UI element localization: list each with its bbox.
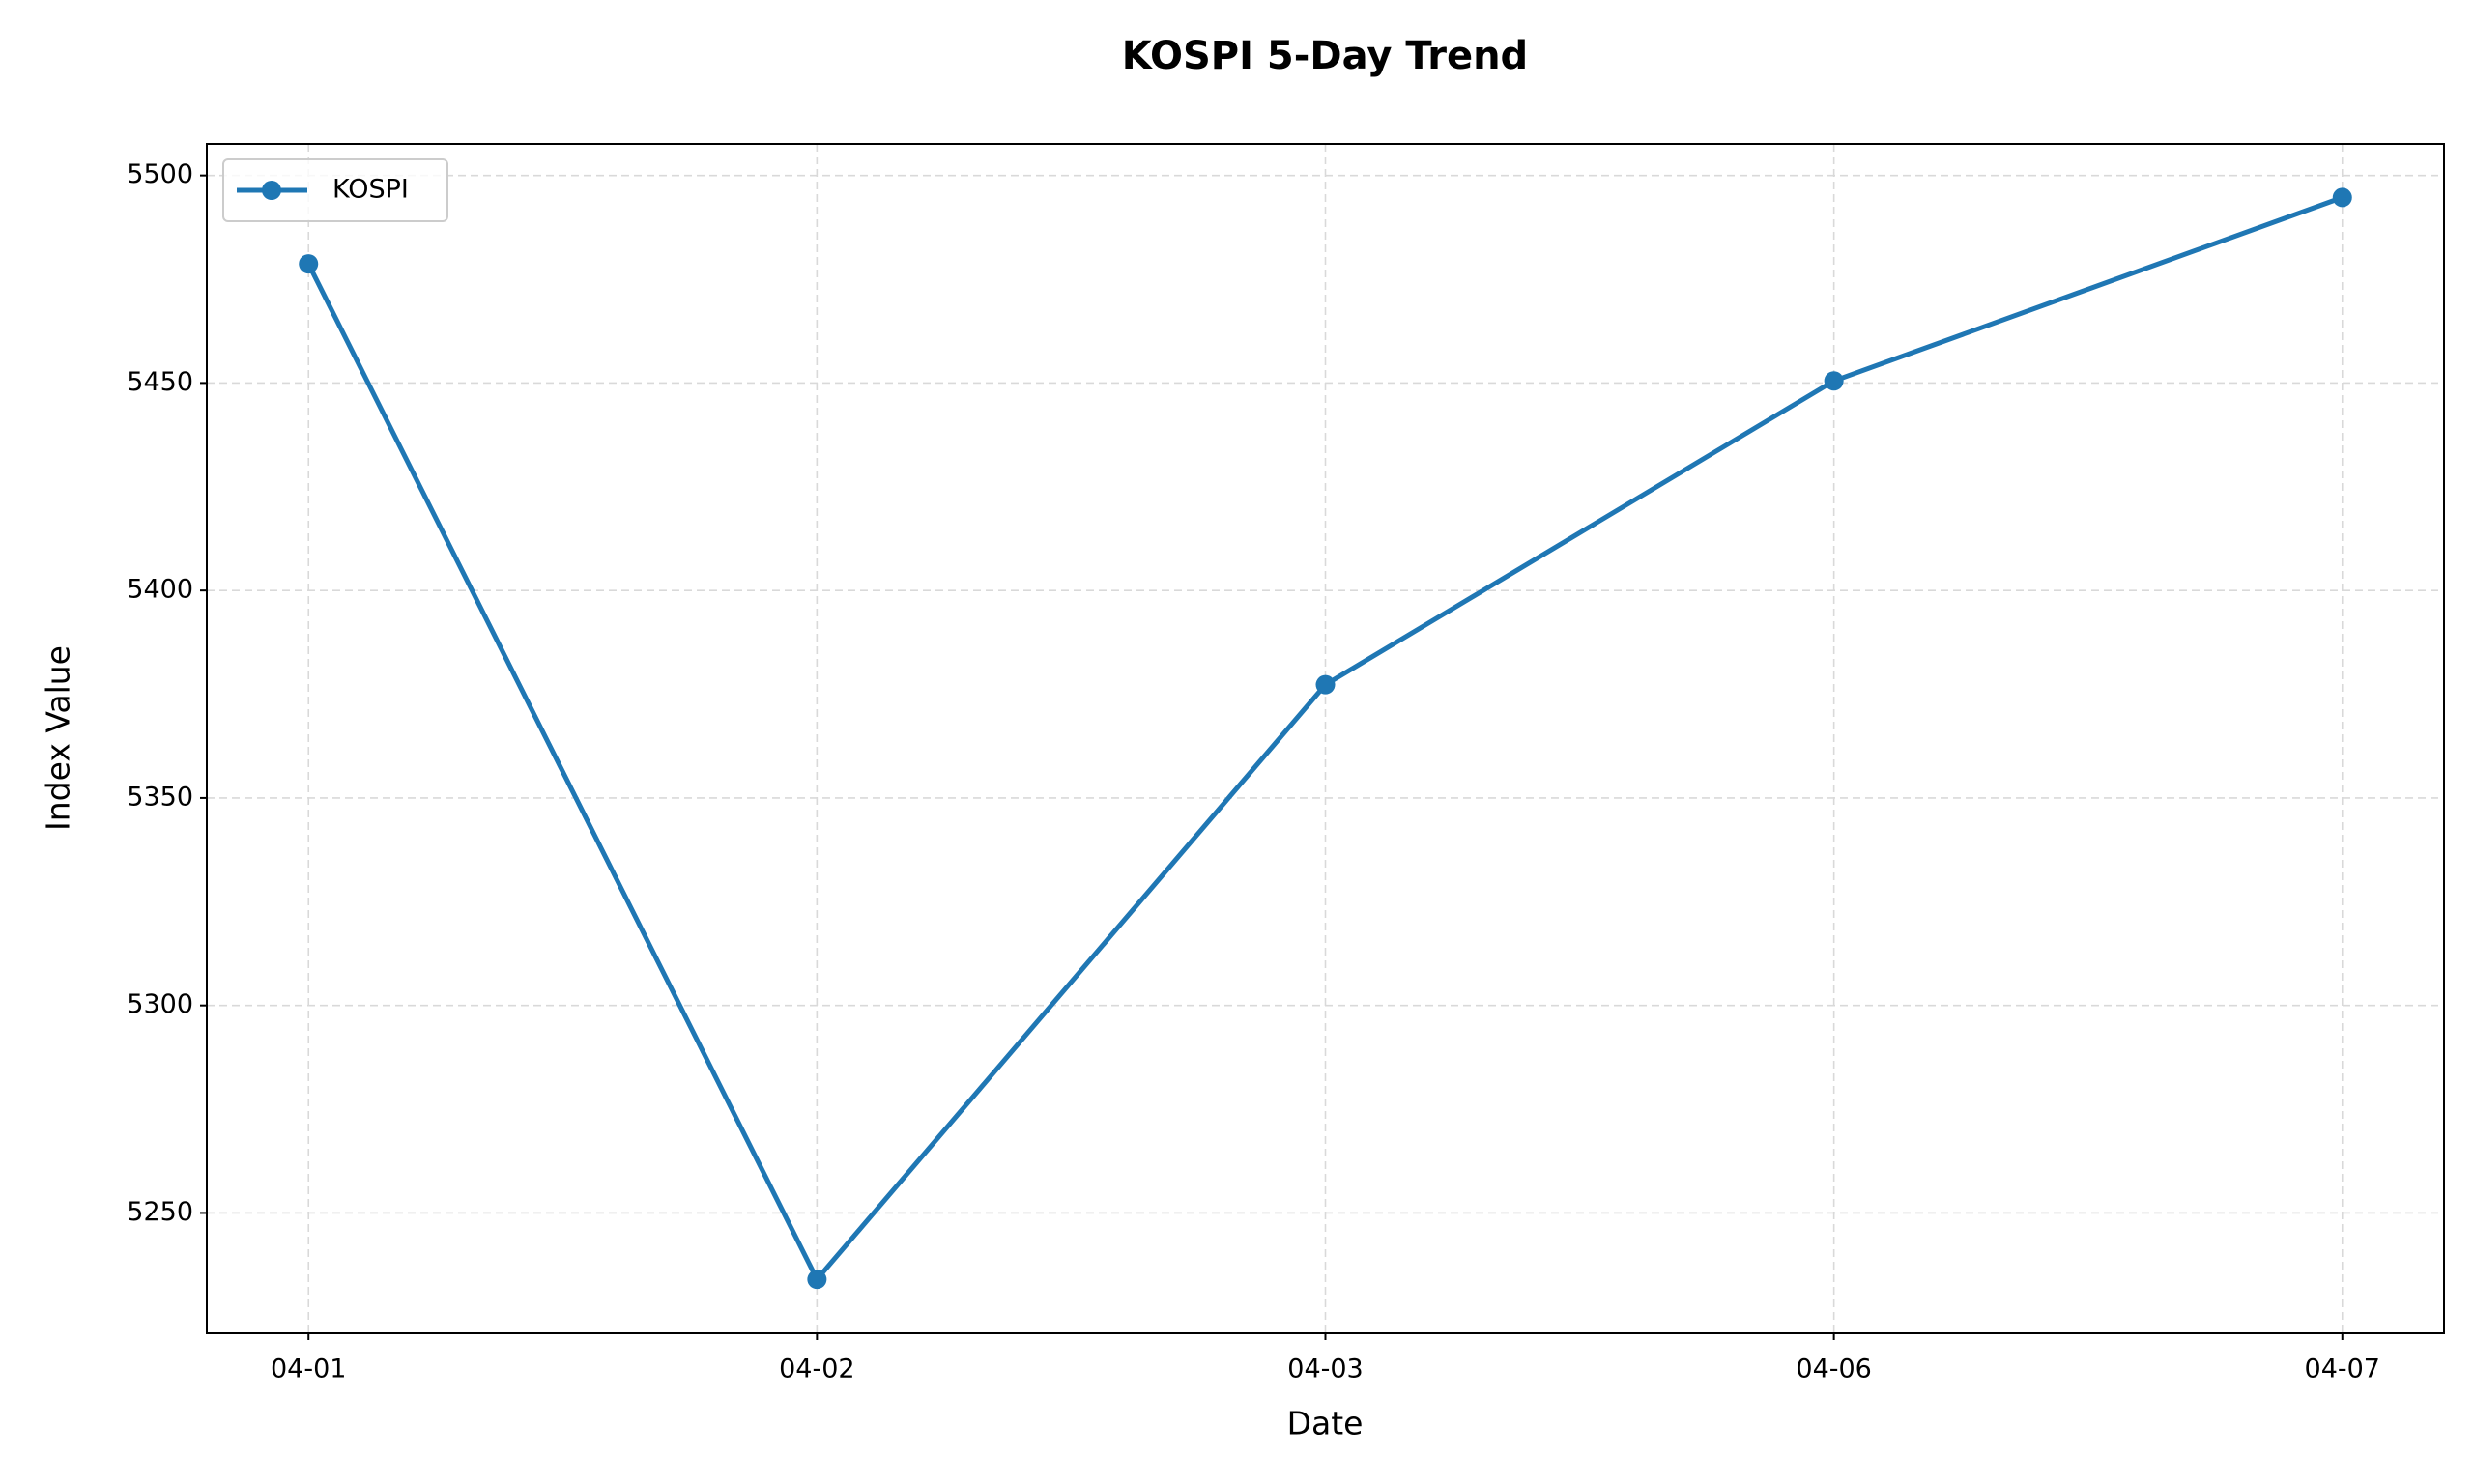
x-tick-label: 04-03 bbox=[1287, 1355, 1363, 1384]
y-tick-label: 5250 bbox=[127, 1197, 193, 1227]
y-tick-label: 5450 bbox=[127, 367, 193, 397]
data-point bbox=[1824, 371, 1844, 391]
grid: 5250 5300 5350 5400 5450 5500 04-01 04-02 04-03 0… bbox=[127, 144, 2444, 1384]
data-point bbox=[2332, 187, 2352, 208]
x-tick-label: 04-07 bbox=[2305, 1355, 2380, 1384]
chart-title: KOSPI 5-Day Trend bbox=[1122, 34, 1528, 78]
legend-marker bbox=[262, 181, 281, 200]
y-axis-label: Index Value bbox=[40, 645, 77, 831]
data-point bbox=[299, 254, 319, 274]
plot bbox=[299, 187, 2352, 1290]
data-point bbox=[807, 1270, 827, 1290]
y-tick-label: 5400 bbox=[127, 575, 193, 605]
axes-frame bbox=[206, 143, 2445, 1334]
legend-label: KOSPI bbox=[332, 175, 409, 205]
y-tick-label: 5350 bbox=[127, 782, 193, 812]
data-point bbox=[1315, 674, 1336, 695]
x-tick-label: 04-01 bbox=[271, 1355, 346, 1384]
x-axis-label: Date bbox=[1287, 1405, 1364, 1442]
y-tick-label: 5500 bbox=[127, 159, 193, 189]
x-tick-label: 04-02 bbox=[779, 1355, 854, 1384]
y-tick-label: 5300 bbox=[127, 989, 193, 1019]
legend: KOSPI bbox=[222, 158, 448, 222]
x-tick-label: 04-06 bbox=[1796, 1355, 1871, 1384]
legend-box bbox=[222, 158, 448, 222]
